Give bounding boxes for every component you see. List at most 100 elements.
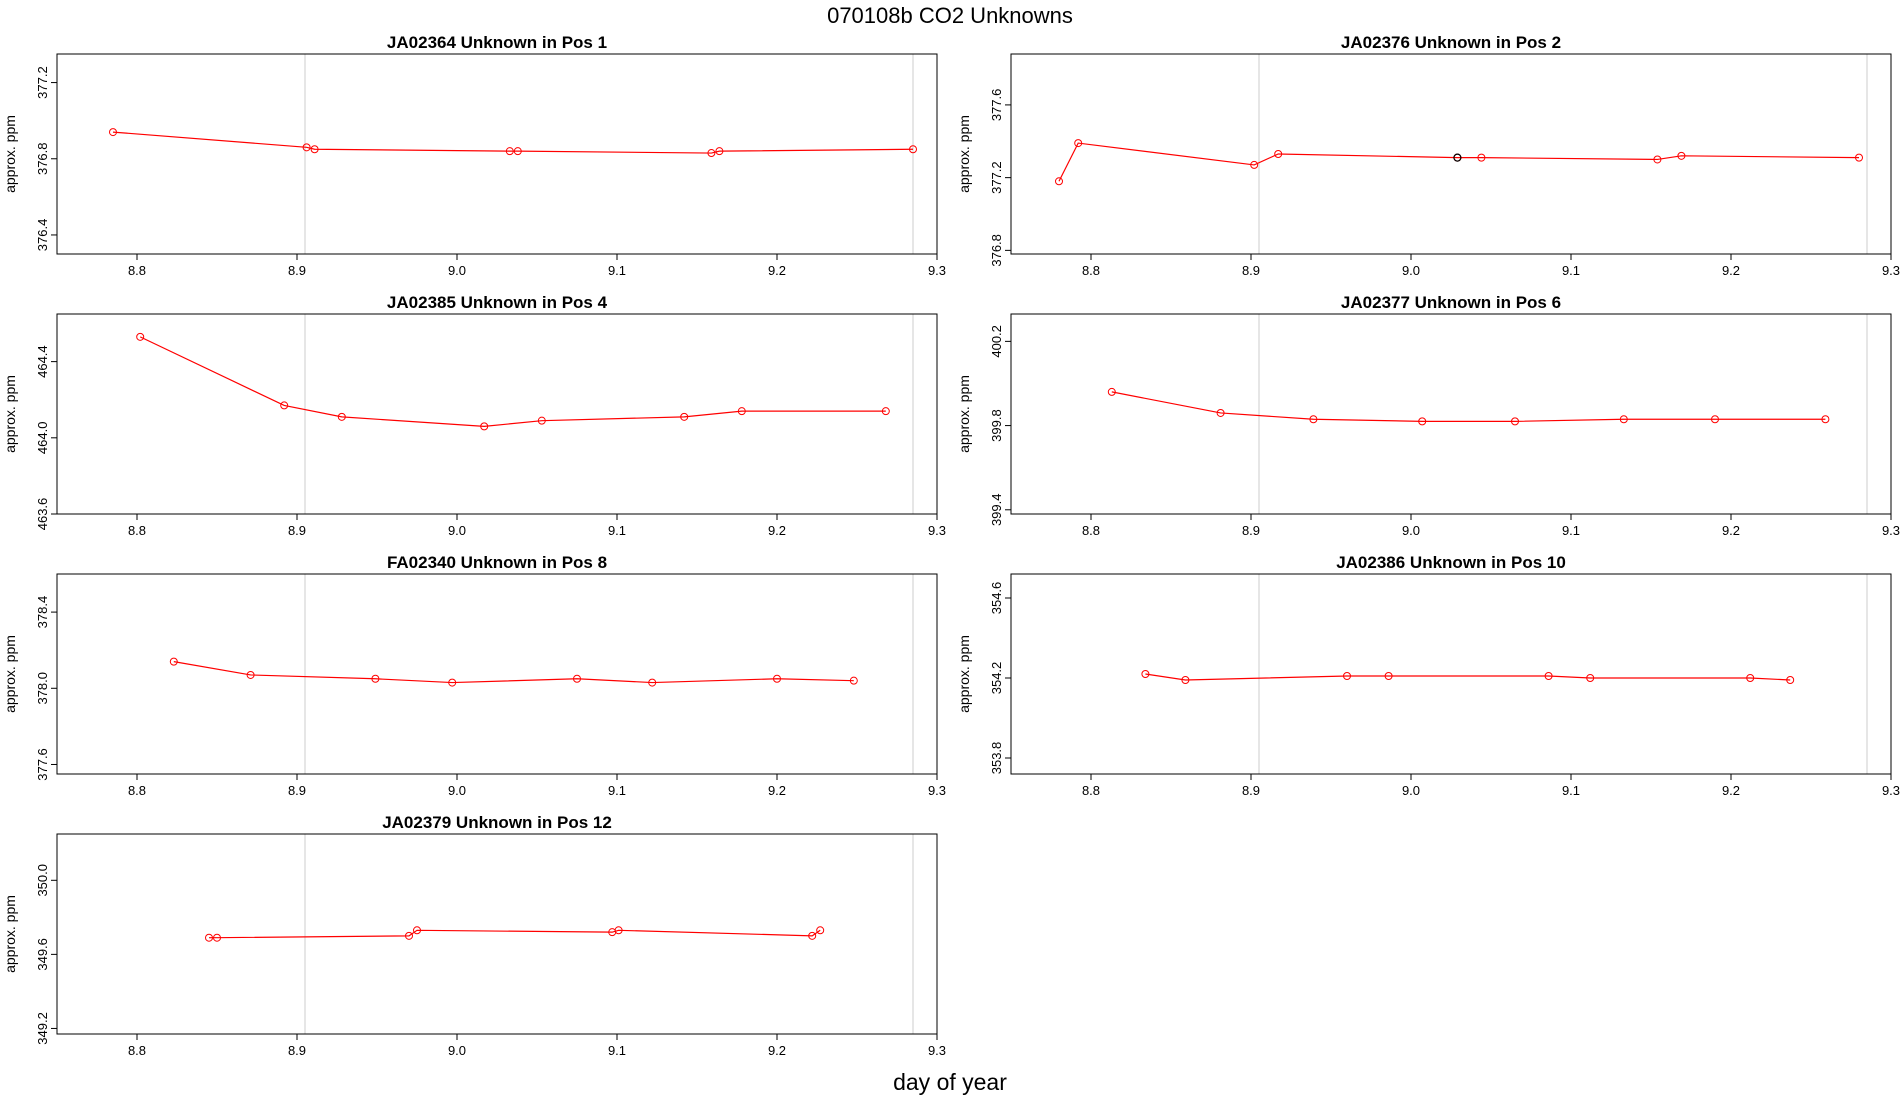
y-tick-label: 377.6 [989, 89, 1004, 122]
y-tick-label: 376.8 [35, 142, 50, 175]
data-point [881, 407, 890, 416]
data-point [1216, 408, 1225, 417]
chart-title: JA02376 Unknown in Pos 2 [1341, 33, 1561, 52]
y-tick-label: 349.2 [35, 1012, 50, 1045]
x-tick-label: 9.2 [1722, 263, 1740, 278]
series-line [1145, 673, 1791, 681]
data-point [537, 416, 546, 425]
x-tick-label: 8.8 [128, 263, 146, 278]
series-line [1111, 391, 1826, 422]
data-point [680, 412, 689, 421]
x-tick-label: 9.0 [448, 1043, 466, 1058]
y-tick-label: 377.2 [989, 161, 1004, 194]
y-tick-label: 350.0 [35, 864, 50, 897]
y-tick-label: 399.4 [989, 494, 1004, 527]
y-axis-label: approx. ppm [2, 895, 18, 973]
data-point [1418, 417, 1427, 426]
data-point [715, 147, 724, 156]
x-tick-label: 9.3 [1882, 523, 1900, 538]
data-point [909, 145, 917, 154]
data-point [1055, 177, 1063, 186]
y-tick-label: 463.6 [35, 498, 50, 531]
y-tick-label: 353.8 [989, 742, 1004, 775]
data-point [1544, 672, 1553, 680]
y-tick-label: 464.4 [35, 345, 50, 378]
data-point [109, 128, 117, 137]
data-point [246, 670, 255, 679]
data-point [1107, 387, 1116, 396]
chart-title: JA02385 Unknown in Pos 4 [387, 293, 608, 312]
x-tick-label: 9.1 [1562, 523, 1580, 538]
y-axis-label: approx. ppm [2, 115, 18, 193]
x-tick-label: 9.2 [768, 263, 786, 278]
data-point [513, 147, 522, 156]
data-point [1250, 160, 1259, 169]
y-tick-label: 377.2 [35, 66, 50, 99]
y-tick-label: 400.2 [989, 325, 1004, 358]
chart-panel-7: JA02379 Unknown in Pos 12 approx. ppm 8.8 8… [2, 813, 946, 1058]
plot-frame [56, 833, 938, 1035]
data-point [1309, 415, 1318, 424]
x-axis-label: day of year [893, 1069, 1007, 1095]
x-tick-label: 9.3 [928, 783, 946, 798]
chart-panel-2: JA02376 Unknown in Pos 2 approx. ppm 8.8 8.… [956, 33, 1900, 278]
x-tick-label: 8.9 [1242, 523, 1260, 538]
data-point [1677, 151, 1686, 160]
data-point [205, 933, 213, 942]
x-tick-label: 9.2 [1722, 523, 1740, 538]
x-tick-label: 9.1 [608, 783, 626, 798]
x-tick-label: 8.9 [1242, 263, 1260, 278]
data-point [413, 926, 421, 935]
x-tick-label: 9.1 [608, 1043, 626, 1058]
chart-title: JA02379 Unknown in Pos 12 [382, 813, 612, 832]
x-tick-label: 9.0 [448, 783, 466, 798]
data-point [1343, 672, 1351, 680]
chart-title: JA02386 Unknown in Pos 10 [1336, 553, 1566, 572]
plot-frame [1010, 313, 1892, 515]
x-tick-label: 9.2 [768, 783, 786, 798]
x-tick-label: 8.9 [288, 1043, 306, 1058]
data-point [1477, 153, 1486, 162]
y-tick-label: 354.2 [989, 662, 1004, 695]
chart-title: FA02340 Unknown in Pos 8 [387, 553, 607, 572]
data-point [573, 674, 581, 683]
chart-title: JA02377 Unknown in Pos 6 [1341, 293, 1561, 312]
x-tick-label: 9.3 [1882, 783, 1900, 798]
x-tick-label: 9.1 [608, 523, 626, 538]
plot-frame [56, 313, 938, 515]
data-point [849, 676, 858, 685]
data-point [371, 674, 380, 683]
data-point [707, 149, 716, 158]
data-point [1384, 672, 1393, 680]
plot-frame [56, 573, 938, 775]
chart-panel-5: FA02340 Unknown in Pos 8 approx. ppm 8.8 8.… [2, 553, 946, 798]
data-point [1855, 153, 1863, 162]
x-tick-label: 8.8 [1082, 263, 1100, 278]
data-point [1821, 415, 1830, 424]
data-point [1141, 670, 1150, 678]
data-point [1711, 415, 1719, 424]
chart-panel-4: JA02377 Unknown in Pos 6 approx. ppm 8.8 8.… [956, 293, 1900, 538]
y-tick-label: 378.4 [35, 596, 50, 629]
x-tick-label: 9.3 [928, 523, 946, 538]
y-tick-label: 376.8 [989, 234, 1004, 267]
y-tick-label: 376.4 [35, 219, 50, 252]
data-point [1653, 155, 1662, 164]
y-tick-label: 399.8 [989, 409, 1004, 442]
data-point [405, 931, 413, 940]
series-line [1058, 142, 1860, 182]
x-tick-label: 9.1 [1562, 783, 1580, 798]
data-point [773, 674, 781, 683]
plot-frame [1010, 53, 1892, 255]
x-tick-label: 8.9 [1242, 783, 1260, 798]
x-tick-label: 8.8 [1082, 783, 1100, 798]
series-line [139, 336, 886, 427]
data-point [816, 926, 825, 935]
x-tick-label: 8.8 [128, 783, 146, 798]
data-point [280, 401, 289, 410]
x-tick-label: 8.9 [288, 523, 306, 538]
x-tick-label: 9.1 [1562, 263, 1580, 278]
x-tick-label: 9.0 [1402, 523, 1420, 538]
data-point [337, 412, 346, 421]
